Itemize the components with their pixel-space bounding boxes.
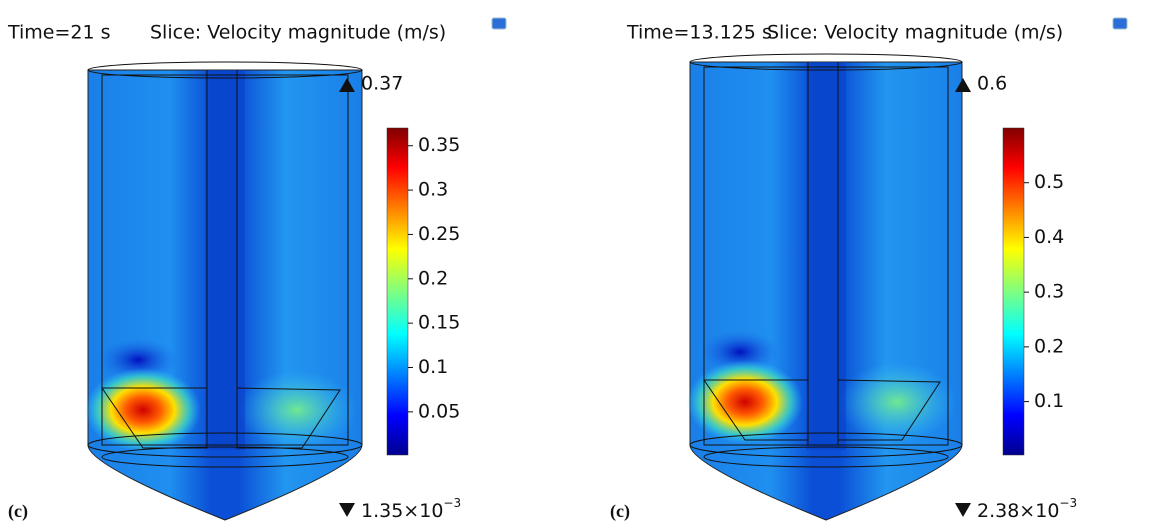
colorbar-tick-label: 0.2: [1034, 335, 1064, 357]
colorbar-tick-label: 0.15: [418, 312, 460, 334]
colorbar-tick-label: 0.5: [1034, 171, 1064, 193]
panel-label: (c): [610, 501, 630, 522]
colorbar-tick-label: 0.3: [418, 179, 448, 201]
min-arrow: [339, 503, 355, 517]
min-mantissa: 2.38×10: [977, 500, 1059, 522]
max-arrow: [339, 78, 355, 92]
icon: [491, 17, 507, 30]
hot-zone: [687, 360, 803, 444]
warm-zone: [837, 362, 957, 442]
rim: [703, 446, 949, 468]
blade: [703, 379, 809, 441]
colorbar-tick-label: 0.4: [1034, 226, 1064, 248]
min-mantissa: 1.35×10: [361, 500, 443, 522]
colorbar-tick-label: 0.05: [418, 400, 460, 422]
title: Slice: Velocity magnitude (m/s): [767, 22, 1063, 44]
rim: [689, 432, 963, 458]
inner-box: [703, 66, 949, 446]
max-arrow: [955, 78, 971, 92]
max-label: 0.37: [361, 73, 403, 95]
blade: [837, 379, 941, 441]
colorbar-tick-label: 0.1: [418, 356, 448, 378]
shaft: [806, 62, 846, 450]
inner-box: [101, 74, 349, 446]
colorbar-tick-label: 0.3: [1034, 281, 1064, 303]
time: Time=21 s: [7, 22, 111, 44]
rim: [87, 432, 363, 458]
colorbar: [386, 127, 409, 456]
rim: [101, 446, 349, 468]
colorbar-tick-label: 0.35: [418, 134, 460, 156]
colorbar-tick-label: 0.2: [418, 267, 448, 289]
min-label: 2.38×10−3: [977, 496, 1077, 522]
icon: [1112, 17, 1128, 30]
panel: Time=21 s Slice: Velocity magnitude (m/s)…: [7, 17, 507, 522]
hot-zone: [85, 368, 201, 452]
colorbar-tick-label: 0.25: [418, 223, 460, 245]
min-exponent: −3: [443, 496, 461, 510]
shaft: [205, 70, 245, 450]
colorbar-tick-label: 0.1: [1034, 390, 1064, 412]
panel-label: (c): [8, 501, 28, 522]
rim: [689, 53, 963, 71]
blade: [236, 387, 341, 449]
rim: [87, 61, 363, 79]
blade: [101, 387, 208, 449]
min-arrow: [955, 503, 971, 517]
time: Time=13.125 s: [626, 22, 772, 44]
min-exponent: −3: [1059, 496, 1077, 510]
max-label: 0.6: [977, 73, 1007, 95]
title: Slice: Velocity magnitude (m/s): [150, 22, 446, 44]
colorbar: [1002, 127, 1025, 456]
min-label: 1.35×10−3: [361, 496, 461, 522]
